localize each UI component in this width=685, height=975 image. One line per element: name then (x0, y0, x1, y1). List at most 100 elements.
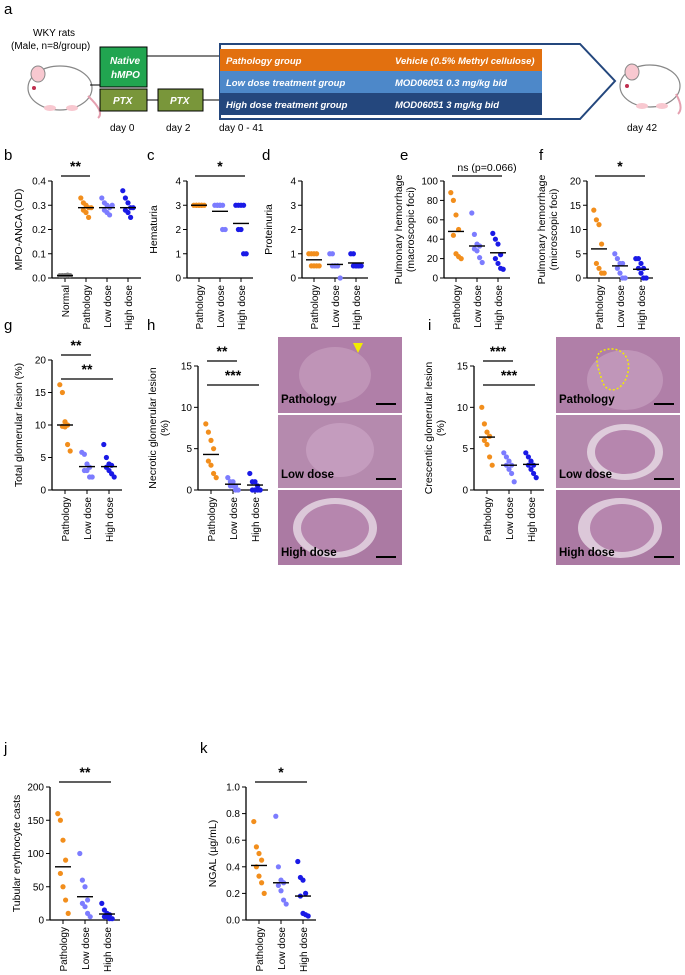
data-point (275, 882, 281, 889)
data-point (247, 470, 253, 477)
data-point (261, 890, 267, 897)
y-tick-label: 2 (175, 225, 181, 236)
y-axis-label: (%) (435, 420, 447, 436)
data-point (273, 813, 279, 819)
x-tick-label: High dose (251, 497, 262, 542)
data-point (235, 487, 241, 493)
ptx-label-2: PTX (170, 96, 191, 107)
data-point (620, 260, 626, 267)
x-tick-label: Low dose (616, 285, 627, 328)
significance-label: ns (p=0.066) (457, 162, 516, 174)
data-point (217, 202, 223, 208)
data-point (458, 256, 464, 262)
histo-h-label-pathology: Pathology (281, 394, 337, 406)
data-point (82, 904, 88, 910)
data-point (295, 858, 301, 865)
data-point (60, 884, 66, 890)
group-high-label: High dose treatment group (226, 100, 348, 111)
y-tick-label: 0.2 (226, 889, 240, 900)
arrowhead-icon (353, 343, 363, 353)
data-point (503, 454, 509, 460)
data-point (601, 270, 607, 276)
x-tick-label: Pathology (310, 285, 321, 329)
data-point (492, 236, 498, 242)
significance-label: *** (490, 343, 507, 359)
data-point (208, 437, 214, 443)
data-point (596, 222, 602, 228)
data-point (65, 910, 71, 916)
data-point (60, 837, 66, 843)
y-tick-label: 4 (175, 177, 181, 188)
data-point (89, 474, 95, 480)
y-tick-label: 200 (27, 783, 44, 794)
data-point (612, 251, 618, 257)
data-point (479, 259, 485, 266)
data-point (358, 263, 364, 269)
y-tick-label: 15 (181, 362, 193, 373)
data-point (103, 454, 109, 461)
data-point (489, 462, 495, 468)
data-point (528, 466, 534, 472)
y-tick-label: 1.0 (226, 783, 240, 794)
data-point (99, 900, 105, 906)
x-tick-label: Pathology (207, 497, 218, 541)
y-tick-label: 5 (186, 444, 192, 455)
data-point (635, 256, 642, 262)
x-tick-label: Pathology (483, 497, 494, 541)
panel-letter-d: d (262, 147, 270, 164)
data-point (533, 475, 539, 481)
y-tick-label: 15 (457, 362, 469, 373)
data-point (205, 429, 211, 435)
data-point (257, 487, 263, 493)
x-tick-label: Pathology (595, 285, 606, 329)
significance-label: * (217, 158, 223, 174)
data-point (84, 467, 90, 474)
data-point (643, 275, 649, 281)
y-tick-label: 10 (181, 403, 193, 414)
y-tick-label: 5 (575, 249, 581, 260)
data-point (243, 251, 249, 257)
panel-letter-g: g (4, 317, 12, 334)
y-tick-label: 15 (570, 201, 582, 212)
day-2-label: day 2 (166, 123, 191, 134)
x-tick-label: High dose (124, 285, 135, 330)
data-point (87, 914, 93, 920)
data-point (477, 255, 483, 261)
data-point (99, 195, 105, 201)
data-point (638, 260, 644, 267)
charts-layer: b 0.0 0.1 0.2 0.3 0.4 MPO-ANCA (OD) Normal Patho… (3, 147, 653, 972)
data-point (86, 214, 92, 220)
data-point (57, 870, 64, 877)
data-point (593, 260, 600, 267)
data-point (120, 188, 126, 194)
y-tick-label: 10 (35, 421, 47, 432)
data-point (509, 470, 515, 477)
data-point (251, 818, 257, 825)
data-point (78, 195, 84, 201)
y-tick-label: 20 (570, 177, 582, 188)
y-axis-label: Pulmonary hemorrhage (393, 174, 405, 284)
y-tick-label: 100 (421, 177, 438, 188)
x-tick-label: Pathology (82, 285, 93, 329)
data-point (484, 441, 490, 448)
data-point (501, 450, 507, 456)
data-point (484, 429, 490, 435)
data-point (211, 446, 217, 452)
y-tick-label: 100 (27, 849, 44, 860)
data-point (469, 210, 475, 216)
data-point (259, 857, 265, 863)
data-point (259, 880, 265, 886)
x-tick-label: Low dose (216, 285, 227, 328)
data-point (122, 195, 128, 201)
y-axis-label: Crescentic glomerular lesion (423, 362, 435, 495)
data-point (506, 458, 512, 464)
data-point (490, 230, 496, 236)
data-point (617, 270, 623, 276)
panel-letter-a: a (4, 1, 13, 18)
data-point (492, 256, 498, 262)
x-tick-label: Pathology (255, 927, 266, 971)
data-point (81, 451, 87, 457)
y-tick-label: 0 (38, 916, 44, 927)
data-point (523, 450, 529, 456)
data-point (305, 913, 311, 919)
